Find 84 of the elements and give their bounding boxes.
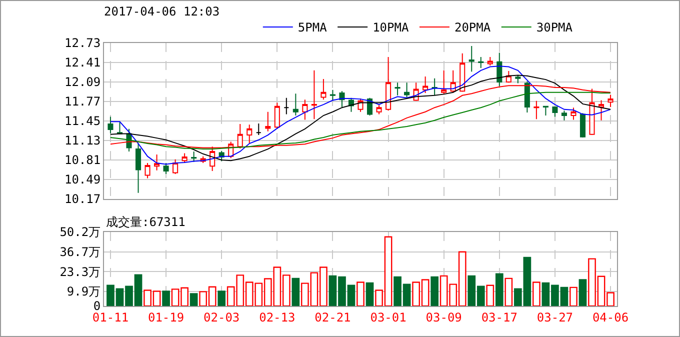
y-tick-label: 23.3万 bbox=[60, 264, 101, 279]
candlestick bbox=[432, 78, 438, 96]
y-tick-label: 36.7万 bbox=[60, 245, 101, 260]
y-tick-label: 11.13 bbox=[64, 134, 101, 148]
bar bbox=[504, 278, 513, 306]
candlestick bbox=[608, 94, 614, 108]
candlestick bbox=[598, 100, 604, 121]
candlestick bbox=[302, 99, 308, 120]
candlestick bbox=[284, 97, 290, 115]
candlestick bbox=[292, 93, 298, 116]
candlestick bbox=[468, 46, 474, 72]
bar bbox=[495, 273, 504, 306]
candlestick bbox=[108, 116, 114, 134]
x-tick-label: 02-03 bbox=[204, 310, 240, 324]
candlestick bbox=[135, 143, 142, 194]
candlestick bbox=[404, 82, 410, 98]
x-tick-label: 02-21 bbox=[314, 310, 351, 324]
candlestick bbox=[256, 122, 262, 136]
candlestick bbox=[172, 158, 178, 175]
candlestick bbox=[182, 152, 188, 164]
bar bbox=[190, 293, 198, 306]
candlestick bbox=[450, 70, 456, 93]
x-tick-label: 03-01 bbox=[370, 310, 406, 324]
candlestick bbox=[580, 114, 586, 138]
candlestick bbox=[265, 111, 271, 132]
candlestick bbox=[154, 154, 160, 171]
legend-label: 5PMA bbox=[298, 20, 328, 35]
candlestick bbox=[460, 52, 466, 92]
bar bbox=[570, 286, 578, 306]
candlestick bbox=[116, 122, 123, 134]
candlestick bbox=[570, 107, 576, 120]
y-tick-label: 10.49 bbox=[64, 172, 101, 187]
x-tick-label: 03-27 bbox=[536, 310, 574, 324]
candlestick bbox=[191, 150, 197, 162]
candlestick bbox=[589, 88, 595, 136]
candlestick bbox=[561, 110, 567, 121]
legend-label: 30PMA bbox=[536, 20, 574, 35]
candlestick bbox=[515, 74, 521, 84]
candlestick bbox=[163, 162, 169, 175]
candlestick bbox=[376, 104, 382, 115]
candlestick bbox=[534, 100, 540, 120]
y-tick-label: 9.9万 bbox=[66, 284, 101, 299]
bar bbox=[218, 290, 226, 306]
y-tick-label: 10.17 bbox=[64, 192, 101, 206]
candlestick bbox=[422, 76, 428, 94]
y-tick-label: 11.45 bbox=[64, 114, 101, 128]
candlestick bbox=[144, 162, 150, 179]
x-tick-label: 04-06 bbox=[592, 310, 629, 324]
bar bbox=[578, 279, 587, 306]
candlestick bbox=[552, 106, 558, 118]
y-tick-label: 50.2万 bbox=[60, 225, 101, 240]
bar bbox=[532, 282, 540, 306]
candlestick bbox=[394, 82, 400, 96]
candlestick bbox=[487, 56, 493, 66]
x-tick-label: 02-13 bbox=[259, 310, 296, 324]
legend-label: 10PMA bbox=[372, 20, 410, 35]
candlestick bbox=[441, 70, 447, 95]
y-tick-label: 12.41 bbox=[64, 56, 101, 70]
candlestick bbox=[320, 78, 326, 100]
x-tick-label: 01-19 bbox=[148, 310, 184, 324]
bar bbox=[430, 276, 439, 306]
bar bbox=[356, 282, 364, 306]
x-tick-label: 03-09 bbox=[426, 310, 462, 324]
chart-title: 2017-04-06 12:03 bbox=[104, 4, 220, 19]
candlestick bbox=[246, 124, 252, 144]
y-tick-label: 10.81 bbox=[64, 153, 101, 168]
bar bbox=[292, 278, 300, 306]
candlestick bbox=[542, 106, 548, 116]
x-tick-label: 03-17 bbox=[481, 310, 518, 324]
candlestick bbox=[478, 56, 484, 68]
y-tick-label: 12.73 bbox=[64, 36, 101, 50]
y-tick-label: 11.77 bbox=[64, 94, 101, 109]
bar bbox=[162, 290, 170, 306]
text: 成交量:67311 bbox=[106, 215, 186, 229]
bar bbox=[486, 284, 494, 306]
bar bbox=[366, 282, 374, 306]
legend-label: 20PMA bbox=[454, 20, 492, 35]
candlestick bbox=[311, 70, 317, 120]
candlestick bbox=[330, 89, 336, 102]
y-tick-label: 12.09 bbox=[64, 75, 101, 90]
candlestick bbox=[339, 90, 345, 108]
candlestick bbox=[274, 102, 280, 130]
candlestick bbox=[496, 52, 502, 87]
candlestick bbox=[524, 80, 530, 113]
